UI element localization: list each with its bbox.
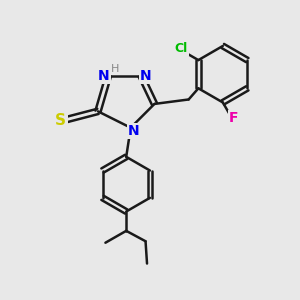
Text: F: F (229, 111, 239, 125)
Text: S: S (55, 113, 66, 128)
Text: N: N (140, 69, 152, 83)
Text: Cl: Cl (175, 42, 188, 55)
Text: H: H (111, 64, 119, 74)
Text: N: N (98, 69, 110, 83)
Text: N: N (128, 124, 140, 138)
